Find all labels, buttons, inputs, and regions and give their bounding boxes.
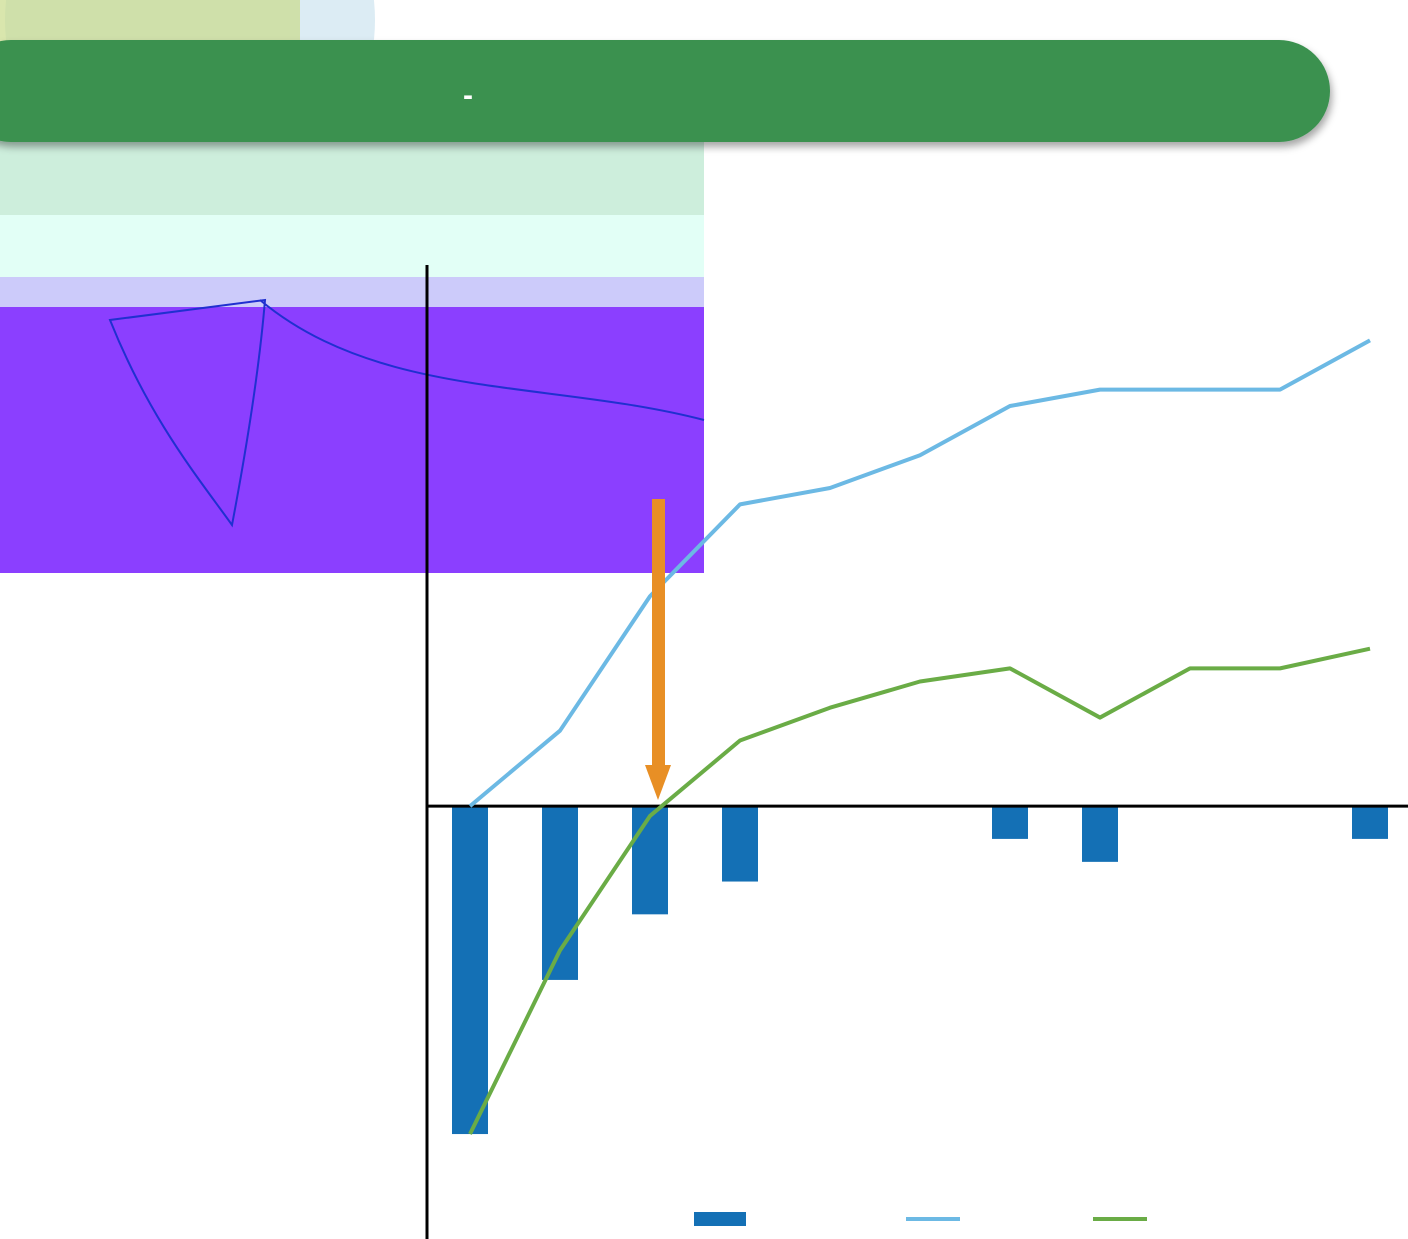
line bbox=[468, 338, 1371, 808]
annotation-arrow bbox=[652, 499, 665, 769]
legend-swatch bbox=[694, 1212, 746, 1226]
title-banner bbox=[0, 40, 1330, 142]
bar bbox=[722, 806, 758, 882]
bar bbox=[1352, 806, 1388, 839]
chart-title: - bbox=[463, 79, 473, 112]
annotation-arrowhead bbox=[645, 765, 671, 800]
bar bbox=[1082, 806, 1118, 862]
background-decoration bbox=[0, 0, 705, 573]
line bbox=[468, 646, 1371, 1135]
bar bbox=[992, 806, 1028, 839]
bar bbox=[632, 806, 668, 915]
bar bbox=[452, 806, 488, 1135]
legend bbox=[694, 1212, 1147, 1226]
